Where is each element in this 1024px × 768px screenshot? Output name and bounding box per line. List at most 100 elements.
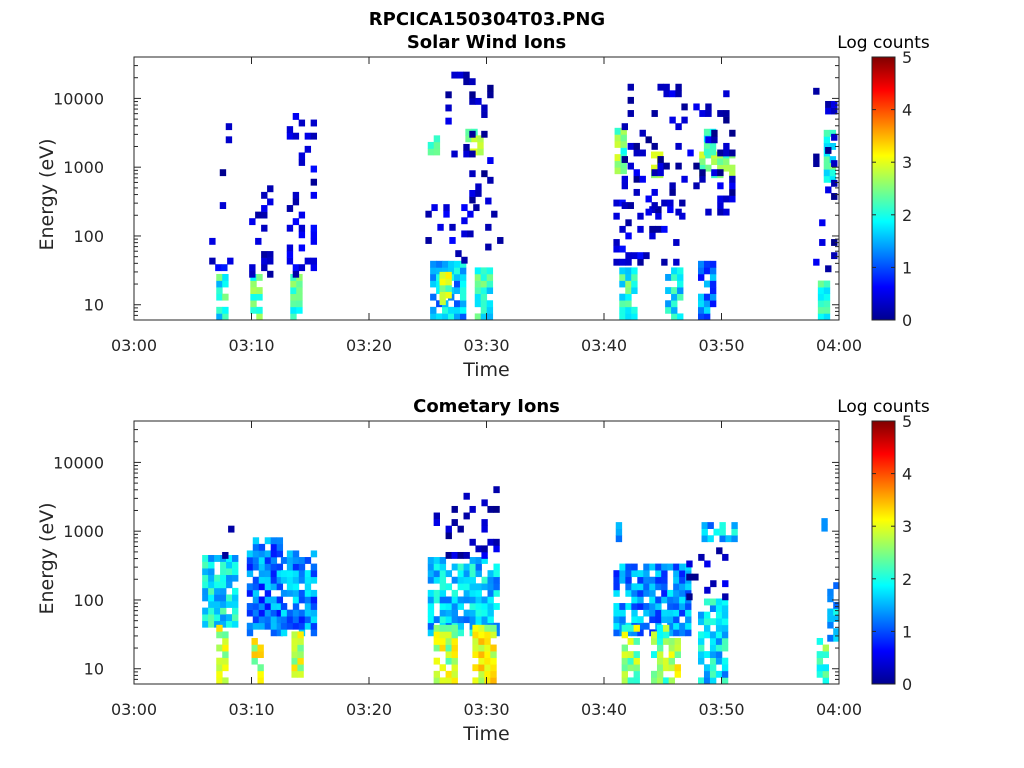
spectrogram-cell — [651, 142, 658, 150]
spectrogram-cell — [290, 280, 297, 288]
spectrogram-cell — [474, 287, 482, 295]
spectrogram-cell — [715, 611, 723, 619]
spectrogram-cell — [729, 175, 736, 183]
spectrogram-cell — [436, 260, 443, 268]
spectrogram-cell — [436, 280, 443, 288]
spectrogram-cell — [469, 538, 476, 546]
spectrogram-cell — [291, 637, 298, 645]
spectrogram-cell — [486, 273, 494, 281]
spectrogram-cell — [280, 603, 288, 610]
spectrogram-cell — [296, 280, 303, 288]
spectrogram-cell — [258, 543, 266, 551]
spectrogram-cell — [264, 537, 272, 545]
spectrogram-cell — [831, 239, 838, 246]
spectrogram-cell — [232, 594, 239, 602]
spectrogram-cell — [669, 116, 676, 124]
spectrogram-cell — [286, 126, 294, 134]
spectrogram-cell — [469, 170, 476, 178]
spectrogram-cell — [643, 576, 650, 584]
spectrogram-cell — [679, 199, 686, 207]
colorbar-label: Log counts — [837, 33, 930, 53]
spectrogram-cell — [717, 110, 724, 117]
spectrogram-cell — [703, 148, 711, 156]
spectrogram-cell — [451, 644, 458, 652]
spectrogram-cell — [445, 609, 453, 617]
spectrogram-cell — [451, 664, 458, 672]
spectrogram-cell — [493, 486, 500, 494]
spectrogram-cell — [721, 637, 729, 645]
spectrogram-cell — [276, 563, 284, 571]
spectrogram-cell — [631, 609, 638, 617]
spectrogram-cell — [637, 570, 644, 578]
spectrogram-cell — [480, 280, 488, 288]
spectrogram-cell — [267, 257, 274, 265]
spectrogram-cell — [454, 260, 461, 268]
spectrogram-cell — [480, 306, 488, 314]
spectrogram-cell — [463, 512, 470, 520]
spectrogram-cell — [439, 583, 447, 591]
spectrogram-cell — [643, 609, 650, 617]
spectrogram-cell — [825, 100, 832, 108]
spectrogram-cell — [270, 557, 278, 564]
spectrogram-cell — [709, 300, 717, 308]
spectrogram-cell — [677, 267, 684, 275]
spectrogram-cell — [216, 657, 223, 665]
spectrogram-cell — [270, 622, 278, 630]
spectrogram-cells — [209, 71, 838, 321]
spectrogram-cell — [833, 615, 840, 622]
spectrogram-cell — [220, 561, 227, 569]
spectrogram-cell — [222, 551, 229, 559]
spectrogram-cell — [461, 256, 468, 264]
spectrogram-cell — [209, 257, 216, 265]
colorbar: Log counts 0 1 2 3 4 5 — [837, 33, 930, 330]
spectrogram-cell — [445, 603, 453, 610]
ion-burst — [216, 273, 229, 321]
spectrogram-cell — [433, 637, 440, 645]
colorbar-tick-label: 3 — [902, 517, 912, 536]
spectrogram-cell — [451, 576, 459, 584]
spectrogram-cell — [673, 616, 680, 624]
spectrogram-cell — [631, 273, 638, 281]
spectrogram-cell — [661, 583, 668, 591]
spectrogram-cell — [480, 293, 488, 301]
spectrogram-cell — [827, 608, 834, 616]
spectrogram-cell — [625, 629, 632, 637]
spectrogram-cell — [619, 306, 626, 314]
spectrogram-cell — [427, 629, 435, 637]
spectrogram-cell — [430, 293, 437, 301]
spectrogram-cell — [216, 677, 223, 685]
spectrogram-cell — [425, 237, 432, 244]
spectrogram-cell — [817, 287, 825, 295]
spectrogram-cell — [214, 587, 221, 595]
spectrogram-cell — [436, 313, 443, 321]
ion-burst — [286, 113, 318, 278]
ion-burst — [439, 271, 452, 306]
spectrogram-cell — [246, 550, 254, 558]
spectrogram-cell — [457, 616, 464, 624]
spectrogram-cell — [256, 287, 263, 295]
spectrogram-cell — [449, 223, 456, 231]
spectrogram-cell — [625, 232, 632, 240]
spectrogram-cell — [703, 300, 711, 308]
spectrogram-cell — [226, 601, 233, 608]
spectrogram-cell — [280, 622, 288, 630]
ion-burst — [433, 486, 500, 559]
spectrogram-cell — [250, 306, 257, 314]
spectrogram-cell — [674, 664, 681, 672]
spectrogram-cell — [296, 287, 303, 295]
spectrogram-cell — [445, 644, 452, 652]
spectrogram-cell — [451, 637, 458, 645]
spectrogram-cell — [698, 300, 705, 308]
spectrogram-cell — [208, 574, 215, 582]
spectrogram-cell — [679, 563, 686, 571]
spectrogram-cell — [490, 624, 497, 632]
spectrogram-cell — [721, 631, 729, 639]
spectrogram-cell — [246, 557, 254, 564]
ion-burst — [701, 522, 738, 543]
spectrogram-cell — [475, 97, 482, 105]
spectrogram-cell — [674, 651, 681, 659]
spectrogram-cell — [614, 134, 621, 142]
spectrogram-cell — [451, 563, 459, 571]
spectrogram-cell — [270, 543, 278, 551]
spectrogram-cell — [699, 175, 706, 183]
